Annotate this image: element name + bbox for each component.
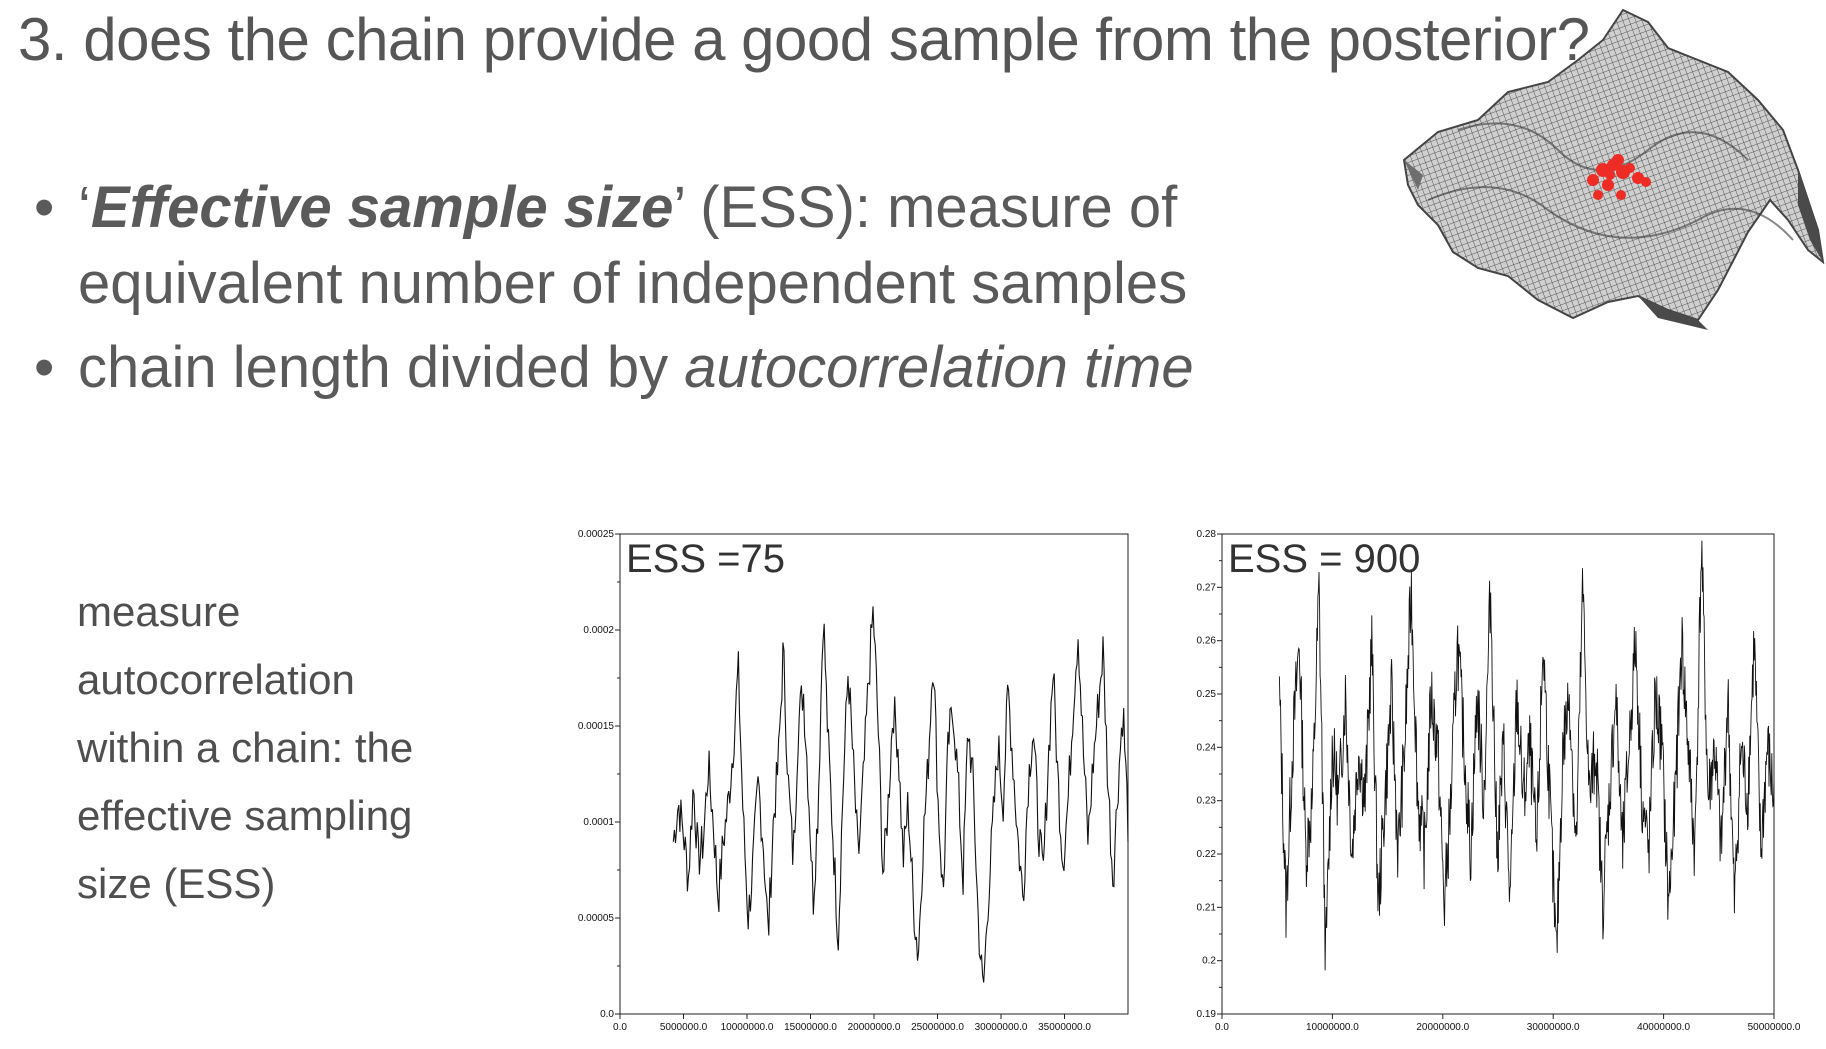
right-y-tick-label: 0.23	[1197, 796, 1217, 807]
posterior-surface-icon	[1398, 0, 1826, 345]
right-ess-label: ESS = 900	[1228, 537, 1420, 581]
slide-title: 3. does the chain provide a good sample …	[18, 6, 1590, 73]
side-note-line: measure	[77, 588, 241, 635]
left-y-tick-label: 0.0001	[583, 817, 614, 828]
left-x-tick-label: 10000000.0	[721, 1022, 774, 1033]
trace-plot-ess-900: 0.19 0.2 0.21 0.22 0.23 0.24 0.25 0.26 0.27 0.28 0…	[1150, 512, 1826, 1044]
right-x-tick-label: 20000000.0	[1416, 1022, 1469, 1033]
left-y-tick-label: 0.0002	[583, 625, 614, 636]
quote-open: ‘	[78, 175, 91, 240]
left-trace-line	[672, 606, 1129, 983]
right-plot-frame	[1221, 533, 1775, 1015]
ess-definition-line2: equivalent number of independent samples	[78, 251, 1188, 316]
side-note-line: effective sampling	[77, 792, 413, 839]
right-x-tick-label: 30000000.0	[1527, 1022, 1580, 1033]
right-y-tick-label: 0.24	[1197, 742, 1217, 753]
right-x-tick-label: 0.0	[1215, 1022, 1229, 1033]
left-x-tick-label: 30000000.0	[975, 1022, 1028, 1033]
right-x-tick-label: 50000000.0	[1748, 1022, 1801, 1033]
side-note-line: within a chain: the	[77, 724, 414, 771]
trace-plot-ess-75: 0.0 0.00005 0.0001 0.00015 0.0002 0.00025 0.0 5…	[552, 512, 1132, 1044]
left-x-tick-label: 15000000.0	[784, 1022, 837, 1033]
chain-length-text: chain length divided by	[78, 335, 685, 400]
autocorrelation-time-text: autocorrelation time	[684, 335, 1194, 400]
side-note-line: autocorrelation	[77, 656, 355, 703]
bullet-chain-length: • chain length divided by autocorrelatio…	[30, 330, 1290, 406]
left-x-tick-label: 20000000.0	[848, 1022, 901, 1033]
left-y-tick-label: 0.00025	[578, 529, 615, 540]
ess-term: Effective sample size	[90, 175, 674, 240]
left-x-tick-label: 35000000.0	[1038, 1022, 1091, 1033]
side-note-line: size (ESS)	[77, 860, 276, 907]
left-y-tick-label: 0.00015	[578, 721, 615, 732]
left-y-tick-label: 0.0	[600, 1009, 614, 1020]
left-x-tick-label: 0.0	[613, 1022, 627, 1033]
right-y-tick-label: 0.19	[1197, 1009, 1217, 1020]
left-x-tick-label: 5000000.0	[660, 1022, 708, 1033]
quote-close: ’	[673, 175, 685, 240]
right-y-tick-label: 0.21	[1197, 902, 1217, 913]
left-ess-label: ESS =75	[626, 537, 785, 581]
right-y-tick-label: 0.28	[1197, 529, 1217, 540]
left-y-tick-label: 0.00005	[578, 913, 615, 924]
left-plot-frame	[619, 533, 1129, 1015]
bullet-dot-icon: •	[34, 335, 55, 400]
ess-definition-line1: (ESS): measure of	[684, 175, 1178, 240]
right-trace-line	[1278, 540, 1775, 971]
left-x-tick-label: 25000000.0	[911, 1022, 964, 1033]
bullet-list: • ‘Effective sample size’ (ESS): measure…	[30, 170, 1290, 406]
bullet-ess-definition: • ‘Effective sample size’ (ESS): measure…	[30, 170, 1290, 322]
right-x-tick-label: 40000000.0	[1637, 1022, 1690, 1033]
right-y-tick-label: 0.26	[1197, 636, 1217, 647]
right-y-tick-label: 0.2	[1202, 956, 1216, 967]
side-note: measure autocorrelation within a chain: …	[77, 578, 477, 918]
right-x-tick-label: 10000000.0	[1306, 1022, 1359, 1033]
right-y-tick-label: 0.25	[1197, 689, 1217, 700]
bullet-dot-icon: •	[34, 175, 55, 240]
right-y-tick-label: 0.27	[1197, 582, 1217, 593]
right-y-tick-label: 0.22	[1197, 849, 1217, 860]
